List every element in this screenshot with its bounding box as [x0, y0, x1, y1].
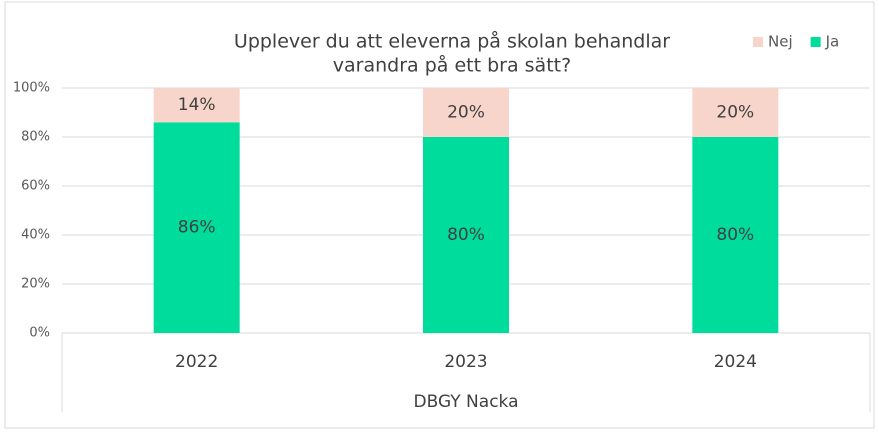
data-label: 20%	[716, 103, 754, 123]
y-tick-label: 80%	[21, 130, 50, 145]
chart-title: varandra på ett bra sätt?	[333, 54, 571, 77]
group-label: DBGY Nacka	[413, 392, 518, 412]
y-tick-label: 20%	[21, 277, 50, 292]
x-tick-label: 2023	[444, 352, 487, 372]
legend-label: Ja	[825, 33, 840, 51]
y-tick-label: 0%	[29, 326, 50, 341]
bar-segment	[692, 88, 779, 137]
chart-title: Upplever du att eleverna på skolan behan…	[234, 30, 670, 53]
legend-swatch	[753, 37, 763, 47]
bar-segment	[153, 88, 240, 123]
legend-swatch	[810, 37, 821, 47]
x-tick-label: 2024	[714, 352, 757, 372]
data-label: 86%	[178, 218, 216, 238]
data-label: 80%	[447, 225, 485, 245]
y-tick-label: 60%	[21, 179, 50, 194]
data-label: 14%	[178, 95, 216, 115]
data-label: 20%	[447, 103, 485, 123]
bar-segment	[423, 137, 509, 333]
x-tick-label: 2022	[175, 352, 218, 372]
y-tick-label: 100%	[13, 81, 50, 96]
legend-label: Nej	[768, 33, 793, 51]
bar-segment	[692, 137, 779, 333]
bar-segment	[423, 88, 509, 137]
y-tick-label: 40%	[21, 228, 50, 243]
bar-segment	[153, 122, 240, 333]
data-label: 80%	[716, 225, 754, 245]
